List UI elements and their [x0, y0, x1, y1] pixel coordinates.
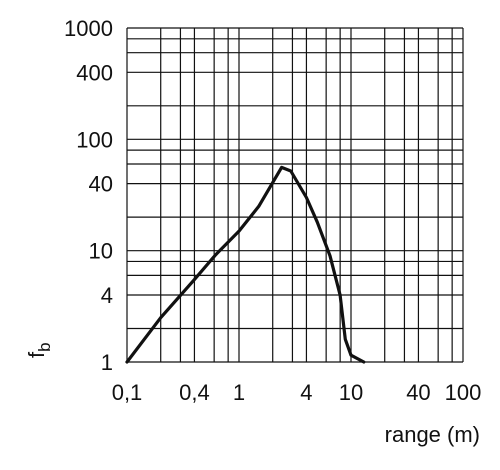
y-label-main: f	[24, 351, 49, 358]
x-tick-label: 40	[406, 380, 430, 405]
y-tick-label: 4	[101, 283, 113, 308]
y-tick-label: 100	[76, 127, 113, 152]
x-tick-label: 0,4	[179, 380, 210, 405]
data-line	[125, 165, 366, 364]
y-tick-label: 10	[89, 239, 113, 264]
y-tick-label: 40	[89, 172, 113, 197]
y-tick-label: 1000	[64, 16, 113, 41]
x-tick-label: 10	[339, 380, 363, 405]
y-tick-label: 1	[101, 350, 113, 375]
x-axis-label: range (m)	[385, 422, 480, 447]
y-axis-label: fb	[24, 342, 54, 358]
x-tick-label: 4	[300, 380, 312, 405]
x-tick-label: 1	[233, 380, 245, 405]
x-tick-label: 0,1	[112, 380, 143, 405]
x-tick-label: 100	[445, 380, 482, 405]
y-label-sub: b	[35, 342, 54, 351]
y-tick-label: 400	[76, 60, 113, 85]
